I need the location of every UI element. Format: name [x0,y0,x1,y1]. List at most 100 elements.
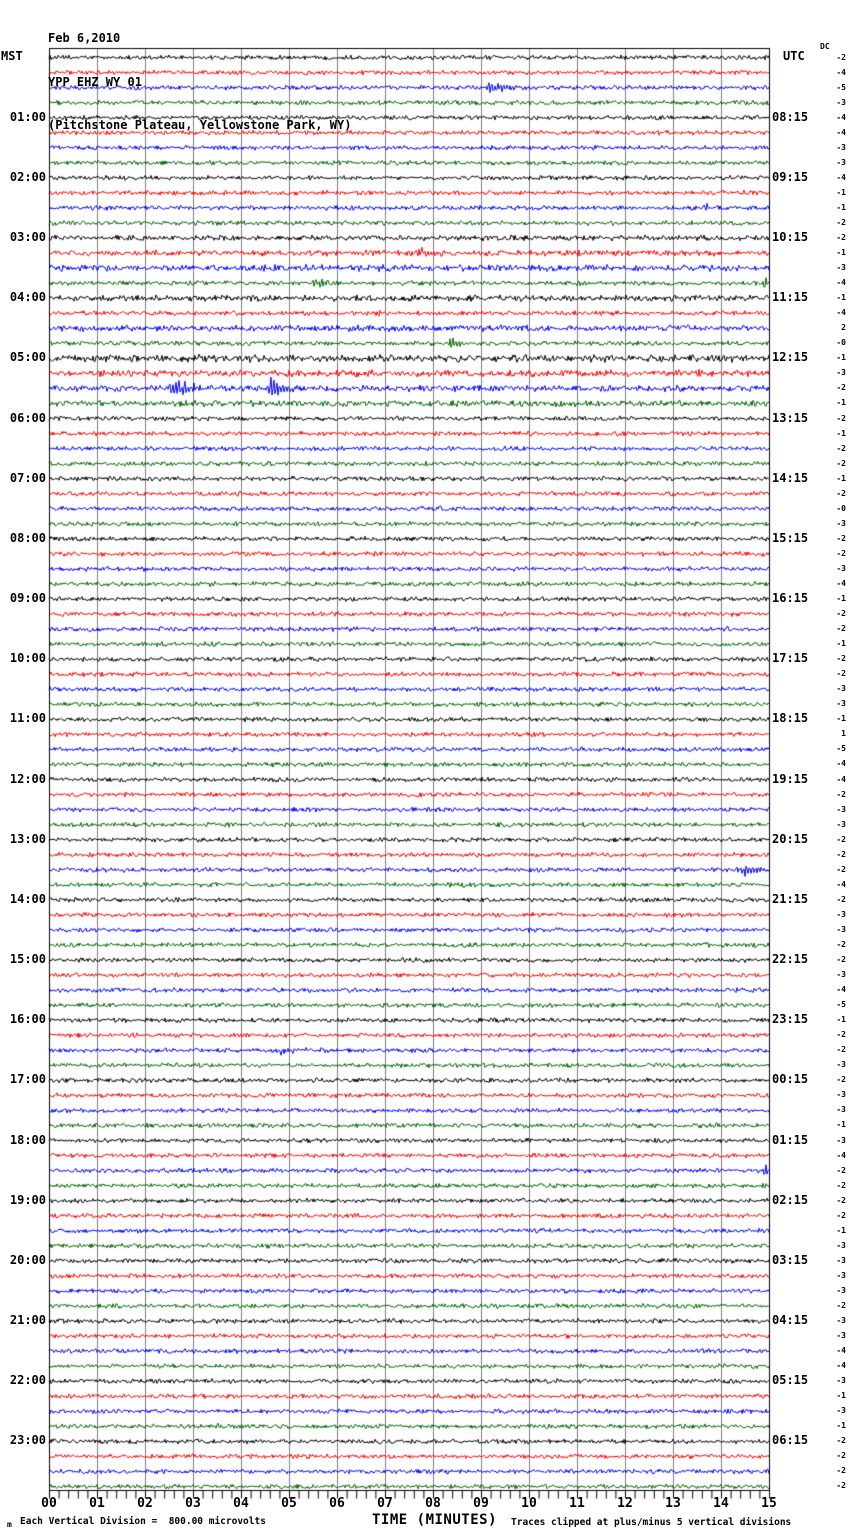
dc-offset-value: -1 [836,428,846,438]
dc-offset-value: -1 [836,293,846,303]
scale-symbol: m [7,1520,12,1529]
x-tick-label: 15 [761,1496,777,1511]
dc-offset-value: -2 [836,1300,846,1310]
dc-column-label: DC [820,42,830,51]
dc-offset-value: -2 [836,864,846,874]
dc-offset-value: -3 [836,1060,846,1070]
dc-offset-value: -3 [836,1331,846,1341]
dc-offset-value: -2 [836,1075,846,1085]
dc-offset-value: -4 [836,308,846,318]
dc-offset-value: -3 [836,1090,846,1100]
dc-offset-value: -3 [836,1135,846,1145]
dc-offset-value: -2 [836,217,846,227]
left-time-label: 07:00 [9,470,46,485]
left-time-label: 02:00 [9,169,46,184]
dc-offset-value: -2 [836,939,846,949]
x-tick-label: 09 [473,1496,489,1511]
x-tick-label: 11 [569,1496,585,1511]
dc-offset-value: -3 [836,142,846,152]
dc-offset-value: -2 [836,1030,846,1040]
dc-offset-value: -3 [836,804,846,814]
dc-offset-value: -1 [836,398,846,408]
left-time-label: 20:00 [9,1252,46,1267]
dc-offset-value: -2 [836,1481,846,1491]
dc-offset-value: -2 [836,1045,846,1055]
dc-offset-value: -1 [836,1225,846,1235]
right-time-label: 14:15 [772,470,809,485]
dc-offset-value: -2 [836,488,846,498]
dc-offset-value: -5 [836,82,846,92]
left-time-label: 03:00 [9,230,46,244]
left-time-label: 22:00 [9,1373,46,1388]
x-tick-label: 03 [185,1496,201,1511]
right-time-label: 12:15 [772,350,809,365]
dc-offset-value: -5 [836,744,846,754]
right-time-label: 00:15 [772,1072,809,1087]
dc-offset-value: -1 [836,714,846,724]
dc-offset-value: -4 [836,67,846,77]
dc-offset-value: -4 [836,985,846,995]
dc-offset-value: -1 [836,594,846,603]
x-tick-label: 10 [521,1496,537,1511]
dc-offset-value: -3 [836,518,846,528]
header-station-id: YPP EHZ WY 01 [48,74,142,89]
dc-offset-value: -4 [836,879,846,889]
dc-offset-value: -2 [836,894,846,904]
dc-offset-value: -4 [836,172,846,182]
vertical-scale-note: Each Vertical Division = 800.00 microvol… [20,1516,266,1527]
left-time-label: 06:00 [9,410,46,425]
left-time-label: 12:00 [9,771,46,786]
left-time-label: 15:00 [9,952,46,967]
dc-offset-value: -3 [836,699,846,709]
dc-offset-value: -1 [836,639,846,649]
x-tick-label: 08 [425,1496,441,1511]
dc-offset-value: -2 [836,789,846,799]
left-time-label: 14:00 [9,891,46,906]
dc-offset-value: -3 [836,924,846,934]
dc-offset-value: -3 [836,909,846,919]
x-axis-title: TIME (MINUTES) [372,1512,498,1528]
dc-offset-value: -2 [836,1436,846,1446]
dc-offset-value: -2 [836,1466,846,1476]
dc-offset-value: -3 [836,1406,846,1416]
left-time-label: 21:00 [9,1313,46,1328]
x-tick-label: 06 [329,1496,345,1511]
right-time-label: 05:15 [772,1373,809,1388]
dc-offset-value: -2 [836,443,846,453]
dc-offset-value: 2 [841,323,846,333]
dc-offset-value: -1 [836,1421,846,1431]
dc-offset-value: -4 [836,774,846,784]
right-time-label: 01:15 [772,1132,809,1147]
dc-offset-value: -3 [836,1316,846,1326]
dc-offset-value: -4 [836,1150,846,1160]
left-time-label: 09:00 [9,591,46,605]
x-tick-label: 00 [41,1496,57,1511]
dc-offset-value: -4 [836,759,846,769]
left-time-label: 11:00 [9,711,46,726]
dc-offset-value: 1 [841,729,846,739]
x-tick-label: 14 [713,1496,729,1511]
clipping-note: Traces clipped at plus/minus 5 vertical … [511,1517,792,1528]
right-time-label: 02:15 [772,1192,809,1207]
right-time-label: 16:15 [772,591,809,605]
right-time-label: 08:15 [772,109,809,124]
dc-offset-value: -2 [836,1195,846,1205]
dc-offset-value: -2 [836,1165,846,1175]
dc-offset-value: -2 [836,1210,846,1220]
left-time-label: 04:00 [9,290,46,305]
right-time-label: 13:15 [772,410,809,425]
header-station-location: (Pitchstone Plateau, Yellowstone Park, W… [48,118,352,132]
right-time-label: 11:15 [772,290,809,305]
dc-offset-value: -0 [836,338,846,348]
dc-offset-value: -3 [836,819,846,829]
dc-offset-value: -1 [836,1015,846,1025]
dc-offset-value: -1 [836,1120,846,1130]
dc-offset-value: -3 [836,157,846,167]
left-time-label: 16:00 [9,1012,46,1027]
right-time-label: 22:15 [772,952,809,967]
dc-offset-value: -4 [836,127,846,137]
right-time-label: 18:15 [772,711,809,726]
dc-offset-value: -3 [836,1255,846,1265]
right-time-label: 20:15 [772,831,809,846]
